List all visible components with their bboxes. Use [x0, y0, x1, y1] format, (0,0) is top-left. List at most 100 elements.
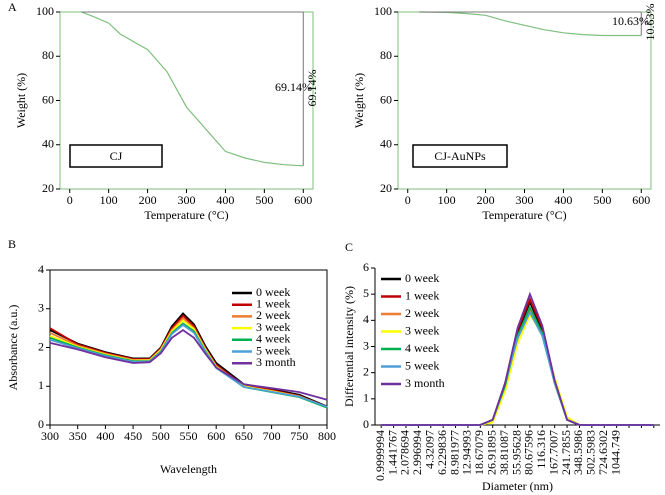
legend-label: 3 week: [405, 323, 439, 337]
x-axis-label: Temperature (°C): [482, 208, 566, 222]
y-axis-label: Differential intensity (%): [342, 286, 356, 407]
y-tick-label: 80: [380, 48, 392, 62]
x-axis-label: Wavelength: [160, 462, 217, 476]
panel-letter: C: [345, 240, 353, 254]
x-tick-label: 348.5986: [571, 430, 585, 475]
x-tick-label: 500: [593, 193, 611, 207]
x-tick-label: 724.6302: [596, 430, 610, 475]
annotation: 10.63%: [612, 14, 649, 28]
x-tick-label: 0: [405, 193, 411, 207]
x-tick-label: 800: [318, 429, 336, 443]
x-tick-label: 80.67596: [522, 430, 536, 475]
label-box: [69, 144, 163, 168]
y-tick-label: 0: [363, 417, 369, 431]
y-tick-label: 1: [38, 378, 44, 392]
y-axis-label: Weight (%): [352, 73, 366, 128]
y-axis-label: Absorbance (a.u.): [6, 305, 20, 391]
x-tick-label: 400: [554, 193, 572, 207]
legend-label: 1 week: [405, 288, 439, 302]
x-tick-label: 2.078694: [398, 430, 412, 475]
x-tick-label: 55.95628: [509, 430, 523, 475]
x-tick-label: 0: [67, 193, 73, 207]
y-tick-label: 20: [380, 181, 392, 195]
legend-label: 2 week: [256, 308, 290, 322]
x-tick-label: 200: [139, 193, 157, 207]
series-line: [381, 291, 654, 426]
x-tick-label: 26.91895: [484, 430, 498, 475]
annotation: 10.63%: [643, 4, 657, 41]
x-tick-label: 700: [263, 429, 281, 443]
panel-letter: A: [8, 0, 17, 14]
y-tick-label: 2: [38, 339, 44, 353]
y-tick-label: 40: [380, 137, 392, 151]
legend-label: 2 week: [405, 306, 439, 320]
x-tick-label: 500: [152, 429, 170, 443]
x-axis-label: Temperature (°C): [144, 208, 228, 222]
sample-label: CJ-AuNPs: [434, 149, 486, 163]
y-tick-label: 3: [363, 338, 369, 352]
legend-label: 5 week: [256, 343, 290, 357]
x-tick-label: 18.67079: [472, 430, 486, 475]
y-tick-label: 0: [38, 417, 44, 431]
x-tick-label: 38.81087: [497, 430, 511, 475]
y-tick-label: 1: [363, 391, 369, 405]
series-line: [419, 11, 642, 37]
x-tick-label: 400: [96, 429, 114, 443]
legend-label: 3 month: [256, 355, 296, 369]
x-tick-label: 300: [41, 429, 59, 443]
x-tick-label: 550: [180, 429, 198, 443]
legend-label: 4 week: [256, 332, 290, 346]
x-tick-label: 500: [255, 193, 273, 207]
x-tick-label: 0.9999994: [373, 430, 387, 481]
x-tick-label: 750: [290, 429, 308, 443]
y-tick-label: 4: [38, 262, 44, 276]
x-tick-label: 502.5983: [584, 430, 598, 475]
series-line: [49, 323, 328, 408]
legend-label: 3 month: [405, 376, 445, 390]
x-tick-label: 8.981977: [447, 430, 461, 475]
x-tick-label: 4.32097: [423, 430, 437, 469]
x-tick-label: 1.441767: [385, 430, 399, 475]
y-tick-label: 6: [363, 260, 369, 274]
y-tick-label: 2: [363, 364, 369, 378]
x-tick-label: 12.94993: [460, 430, 474, 475]
x-tick-label: 200: [477, 193, 495, 207]
sample-label: CJ: [110, 149, 123, 163]
x-tick-label: 450: [124, 429, 142, 443]
x-tick-label: 241.7855: [559, 430, 573, 475]
label-box: [412, 144, 508, 168]
x-tick-label: 600: [294, 193, 312, 207]
x-tick-label: 100: [438, 193, 456, 207]
annotation: 69.14%: [305, 70, 319, 107]
x-tick-label: 2.996994: [410, 430, 424, 475]
y-tick-label: 3: [38, 301, 44, 315]
panel-letter: B: [8, 237, 16, 251]
y-tick-label: 100: [36, 4, 54, 18]
series-line: [81, 11, 304, 167]
y-tick-label: 40: [42, 137, 54, 151]
x-tick-label: 650: [235, 429, 253, 443]
series-line: [49, 329, 328, 401]
x-tick-label: 300: [178, 193, 196, 207]
legend-label: 3 week: [256, 320, 290, 334]
x-tick-label: 6.229836: [435, 430, 449, 475]
legend-label: 0 week: [405, 271, 439, 285]
y-tick-label: 100: [374, 4, 392, 18]
legend-label: 4 week: [405, 341, 439, 355]
y-tick-label: 5: [363, 286, 369, 300]
annotation: 69.14%: [275, 80, 312, 94]
y-tick-label: 80: [42, 48, 54, 62]
x-tick-label: 116.316: [534, 430, 548, 469]
legend-label: 5 week: [405, 358, 439, 372]
x-tick-label: 600: [207, 429, 225, 443]
x-tick-label: 167.7007: [546, 430, 560, 475]
y-tick-label: 60: [380, 92, 392, 106]
legend-label: 1 week: [256, 296, 290, 310]
y-tick-label: 20: [42, 181, 54, 195]
x-tick-label: 1044.749: [608, 430, 622, 475]
y-axis-label: Weight (%): [14, 73, 28, 128]
y-tick-label: 60: [42, 92, 54, 106]
legend-label: 0 week: [256, 285, 290, 299]
